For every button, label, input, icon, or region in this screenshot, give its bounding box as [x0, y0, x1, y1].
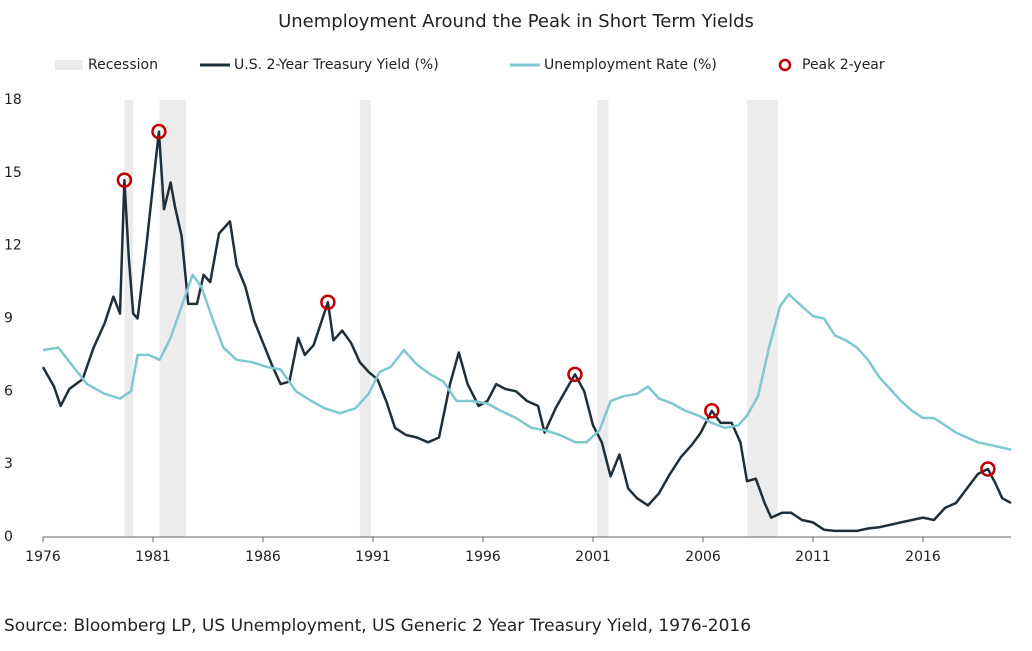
- peak-marker: [151, 123, 167, 140]
- y-tick-label: 18: [4, 92, 22, 108]
- x-tick-label: 2006: [685, 549, 721, 565]
- y-tick-label: 9: [4, 311, 13, 327]
- legend-label: U.S. 2-Year Treasury Yield (%): [234, 57, 439, 73]
- recession-band: [747, 100, 778, 537]
- x-tick-label: 2001: [575, 549, 611, 565]
- recession-band: [124, 100, 134, 537]
- peak-marker: [116, 172, 133, 188]
- chart-title: Unemployment Around the Peak in Short Te…: [278, 11, 754, 32]
- y-tick-label: 15: [4, 165, 22, 181]
- legend-label: Unemployment Rate (%): [544, 57, 717, 73]
- legend-swatch: [55, 60, 83, 70]
- legend-swatch: [778, 58, 792, 72]
- x-tick-label: 1981: [135, 549, 171, 565]
- y-tick-label: 0: [4, 529, 13, 545]
- recession-band: [359, 100, 371, 537]
- series-line: [42, 273, 1012, 451]
- x-tick-label: 2011: [795, 549, 831, 565]
- y-tick-label: 12: [4, 238, 22, 254]
- peak-marker: [704, 403, 720, 419]
- x-tick-label: 1976: [25, 549, 61, 565]
- legend-label: Recession: [88, 57, 158, 73]
- recession-band: [159, 100, 186, 537]
- peak-marker: [567, 366, 583, 383]
- peak-marker: [980, 461, 996, 477]
- x-tick-label: 1986: [245, 549, 281, 565]
- legend-label: Peak 2-year: [802, 57, 885, 73]
- x-tick-label: 1991: [355, 549, 391, 565]
- x-tick-label: 2016: [905, 549, 941, 565]
- y-tick-label: 3: [4, 456, 13, 472]
- series-line: [41, 130, 1012, 533]
- x-tick-label: 1996: [465, 549, 501, 565]
- recession-band: [597, 100, 609, 537]
- peak-marker: [320, 294, 336, 310]
- y-tick-label: 6: [4, 383, 13, 399]
- source-note: Source: Bloomberg LP, US Unemployment, U…: [4, 616, 751, 636]
